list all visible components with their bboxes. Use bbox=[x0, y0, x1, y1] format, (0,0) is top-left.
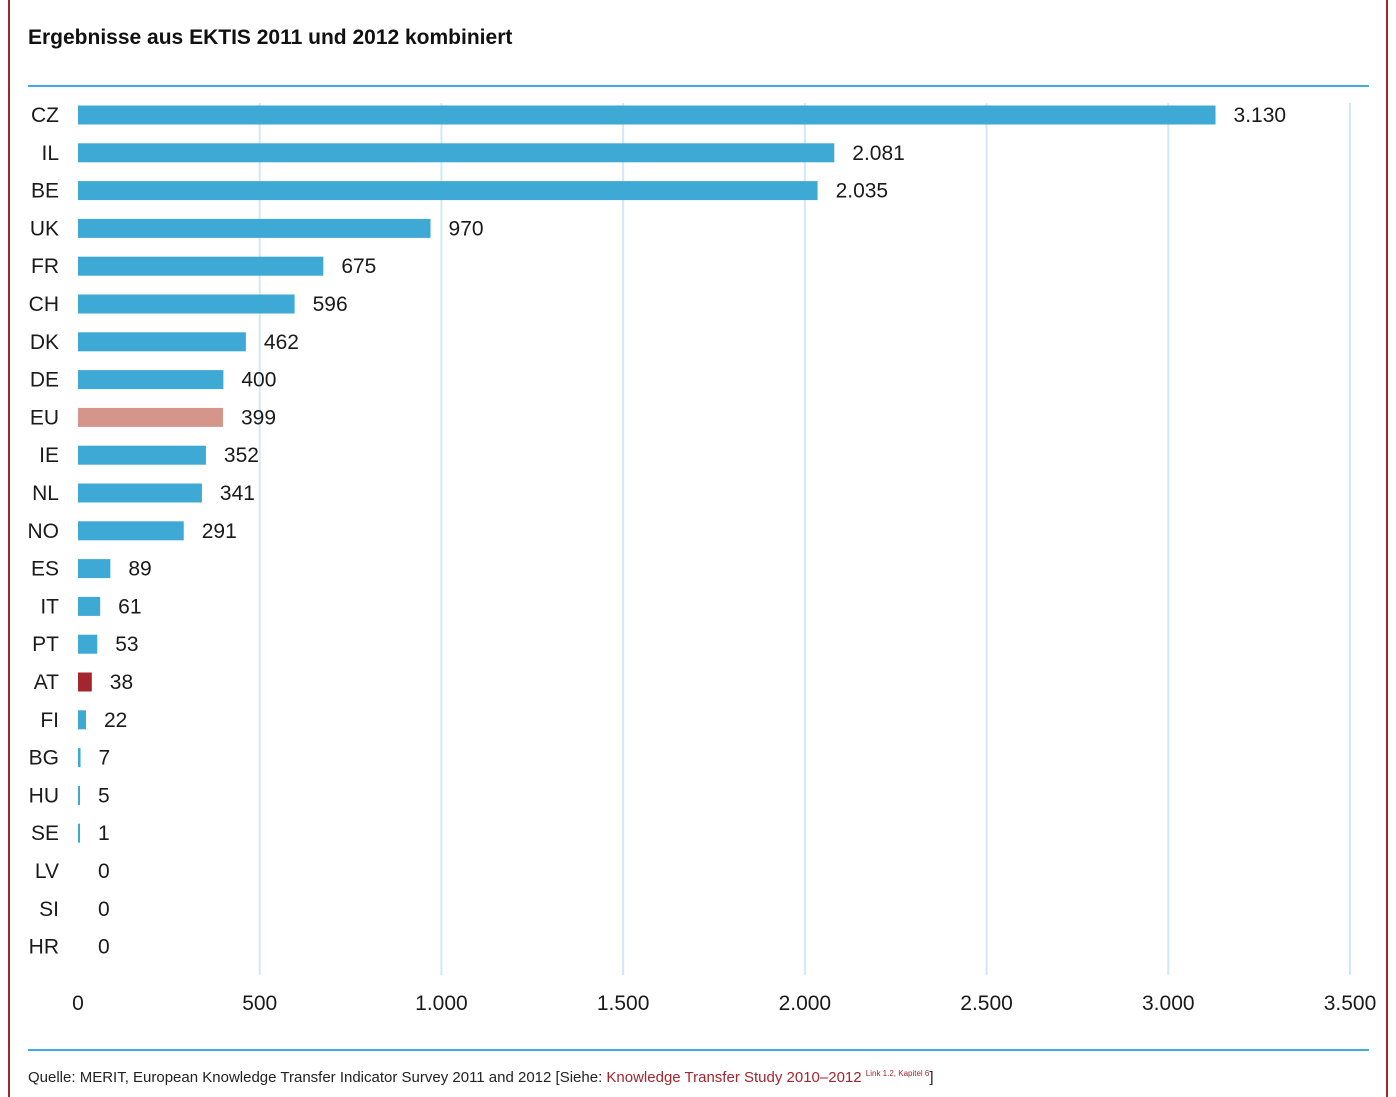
category-label: CH bbox=[29, 293, 59, 316]
category-label: DE bbox=[30, 369, 59, 392]
category-label: CZ bbox=[31, 104, 59, 127]
value-label: 399 bbox=[241, 406, 276, 429]
category-label: IE bbox=[39, 444, 59, 467]
x-tick-label: 1.500 bbox=[597, 992, 650, 1015]
value-label: 53 bbox=[115, 633, 138, 656]
x-tick-label: 3.500 bbox=[1324, 992, 1377, 1015]
category-label: LV bbox=[35, 860, 59, 883]
source-note: Quelle: MERIT, European Knowledge Transf… bbox=[28, 1069, 934, 1086]
category-label: BG bbox=[29, 747, 59, 770]
bar-fi bbox=[78, 710, 86, 730]
value-label: 0 bbox=[98, 898, 110, 921]
bar-es bbox=[78, 559, 111, 579]
value-label: 5 bbox=[98, 784, 110, 807]
source-link-ref: Link 1.2, Kapitel 6 bbox=[865, 1069, 930, 1078]
category-label: IT bbox=[40, 595, 59, 618]
category-label: FR bbox=[31, 255, 59, 278]
value-label: 7 bbox=[99, 747, 111, 770]
category-label: BE bbox=[31, 180, 59, 203]
category-label: DK bbox=[30, 331, 59, 354]
category-label: SI bbox=[39, 898, 59, 921]
bar-de bbox=[78, 370, 224, 390]
value-label: 462 bbox=[264, 331, 299, 354]
category-label: NO bbox=[28, 520, 60, 543]
bar-fr bbox=[78, 256, 324, 276]
bar-no bbox=[78, 521, 184, 541]
value-label: 0 bbox=[98, 860, 110, 883]
value-label: 596 bbox=[313, 293, 348, 316]
value-label: 352 bbox=[224, 444, 259, 467]
chart-frame bbox=[8, 0, 1388, 1097]
bar-ch bbox=[78, 294, 295, 314]
value-label: 3.130 bbox=[1234, 104, 1287, 127]
value-label: 400 bbox=[241, 369, 276, 392]
bar-eu bbox=[78, 407, 224, 427]
bar-dk bbox=[78, 332, 246, 352]
x-tick-label: 1.000 bbox=[415, 992, 468, 1015]
category-label: NL bbox=[32, 482, 59, 505]
category-label: UK bbox=[30, 217, 59, 240]
source-link[interactable]: Knowledge Transfer Study 2010–2012 bbox=[606, 1069, 862, 1086]
category-label: AT bbox=[34, 671, 59, 694]
category-label: HR bbox=[29, 936, 59, 959]
bar-at bbox=[78, 672, 92, 692]
top-rule bbox=[28, 85, 1369, 87]
bar-hu bbox=[78, 785, 80, 805]
value-label: 675 bbox=[341, 255, 376, 278]
source-text: Quelle: MERIT, European Knowledge Transf… bbox=[28, 1069, 607, 1086]
bar-se bbox=[78, 823, 80, 843]
value-label: 1 bbox=[98, 822, 110, 845]
chart-title: Ergebnisse aus EKTIS 2011 und 2012 kombi… bbox=[28, 26, 513, 49]
x-tick-label: 2.500 bbox=[960, 992, 1013, 1015]
value-label: 2.035 bbox=[836, 180, 889, 203]
value-label: 38 bbox=[110, 671, 133, 694]
bar-it bbox=[78, 596, 101, 616]
category-label: FI bbox=[40, 709, 59, 732]
value-label: 291 bbox=[202, 520, 237, 543]
category-label: PT bbox=[32, 633, 59, 656]
source-close: ] bbox=[929, 1069, 934, 1086]
value-label: 0 bbox=[98, 936, 110, 959]
value-label: 61 bbox=[118, 595, 141, 618]
bar-bg bbox=[78, 748, 81, 768]
value-label: 970 bbox=[449, 217, 484, 240]
x-tick-label: 500 bbox=[242, 992, 277, 1015]
bottom-rule bbox=[28, 1049, 1369, 1051]
category-label: ES bbox=[31, 558, 59, 581]
bar-uk bbox=[78, 218, 431, 238]
bar-be bbox=[78, 181, 818, 201]
x-tick-label: 3.000 bbox=[1142, 992, 1195, 1015]
bar-il bbox=[78, 143, 835, 163]
bar-nl bbox=[78, 483, 202, 503]
value-label: 89 bbox=[128, 558, 151, 581]
value-label: 341 bbox=[220, 482, 255, 505]
value-label: 2.081 bbox=[852, 142, 905, 165]
category-label: IL bbox=[41, 142, 59, 165]
bar-cz bbox=[78, 105, 1216, 125]
category-label: HU bbox=[29, 784, 59, 807]
value-label: 22 bbox=[104, 709, 127, 732]
x-tick-label: 2.000 bbox=[779, 992, 832, 1015]
bar-pt bbox=[78, 634, 98, 654]
category-label: EU bbox=[30, 406, 59, 429]
x-tick-label: 0 bbox=[72, 992, 84, 1015]
bar-ie bbox=[78, 445, 206, 465]
category-label: SE bbox=[31, 822, 59, 845]
